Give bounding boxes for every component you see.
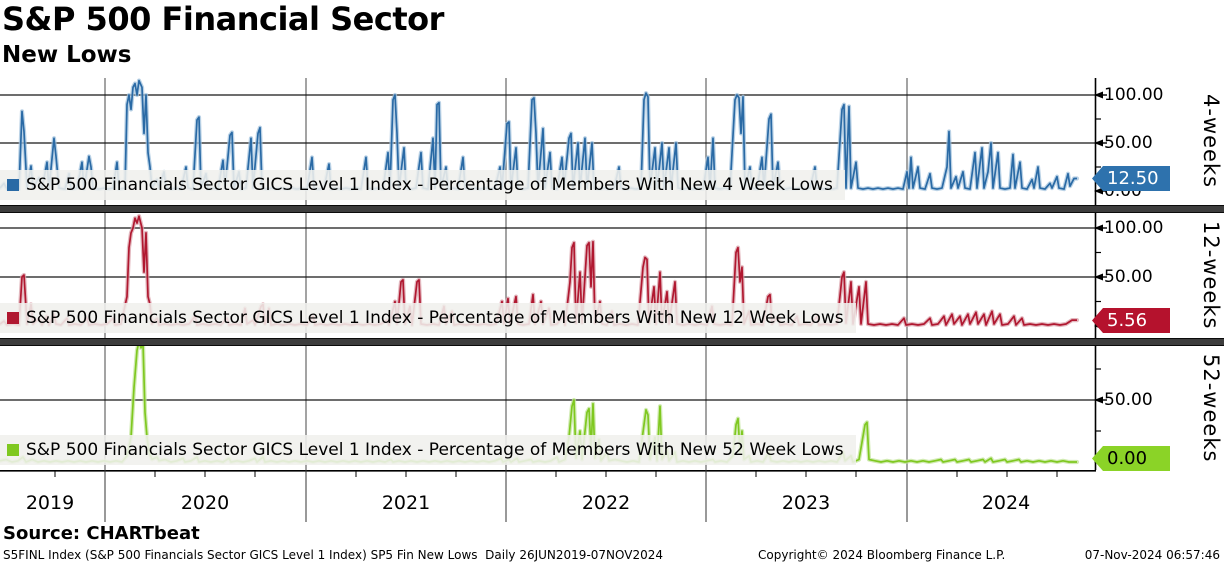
panel-label-4-weeks: 4-weeks: [1199, 94, 1223, 189]
page-subtitle: New Lows: [2, 42, 132, 68]
panel-separator: [0, 338, 1224, 346]
page-title: S&P 500 Financial Sector: [2, 0, 444, 38]
xtick-year: 2021: [381, 492, 431, 514]
legend-52-weeks: S&P 500 Financials Sector GICS Level 1 I…: [0, 435, 856, 465]
xtick-year: 2022: [581, 492, 631, 514]
legend-label: S&P 500 Financials Sector GICS Level 1 I…: [26, 308, 844, 328]
legend-label: S&P 500 Financials Sector GICS Level 1 I…: [26, 175, 833, 195]
legend-swatch-icon: [7, 312, 19, 324]
panel-label-52-weeks: 52-weeks: [1199, 353, 1223, 463]
last-value-tag-4-weeks: 12.50: [1092, 166, 1170, 191]
x-axis: 2019 2020 2021 2022 2023 2024: [0, 470, 1224, 526]
x-axis-ticks: [0, 470, 1096, 522]
ytick-label: 50.00: [1104, 267, 1153, 287]
panel-12-weeks: 100.00 50.00 0.00 5.56 S&P 500 Financial…: [0, 213, 1224, 338]
legend-4-weeks: S&P 500 Financials Sector GICS Level 1 I…: [0, 170, 845, 200]
xtick-year: 2019: [25, 492, 75, 514]
legend-12-weeks: S&P 500 Financials Sector GICS Level 1 I…: [0, 303, 856, 333]
source-line: Source: CHARTbeat: [3, 523, 200, 544]
footer-ticker-description: S5FINL Index (S&P 500 Financials Sector …: [3, 548, 663, 562]
panel-label-12-weeks: 12-weeks: [1199, 221, 1223, 330]
ytick-label: 100.00: [1104, 85, 1164, 105]
footer-timestamp: 07-Nov-2024 06:57:46: [1084, 548, 1220, 562]
last-value-tag-12-weeks: 5.56: [1092, 308, 1170, 333]
legend-swatch-icon: [7, 444, 19, 456]
xtick-year: 2024: [981, 492, 1031, 514]
panel-4-weeks: 100.00 50.00 0.00 12.50 S&P 500 Financia…: [0, 78, 1224, 205]
legend-label: S&P 500 Financials Sector GICS Level 1 I…: [26, 440, 844, 460]
ytick-label: 50.00: [1104, 390, 1153, 410]
panel-52-weeks: 50.00 0.00 0.00 S&P 500 Financials Secto…: [0, 346, 1224, 472]
panel-separator: [0, 205, 1224, 213]
footer-copyright: Copyright© 2024 Bloomberg Finance L.P.: [758, 548, 1006, 562]
xtick-year: 2023: [781, 492, 831, 514]
ytick-label: 100.00: [1104, 218, 1164, 238]
xtick-year: 2020: [180, 492, 230, 514]
ytick-label: 50.00: [1104, 133, 1153, 153]
legend-swatch-icon: [7, 179, 19, 191]
last-value-tag-52-weeks: 0.00: [1092, 446, 1170, 471]
